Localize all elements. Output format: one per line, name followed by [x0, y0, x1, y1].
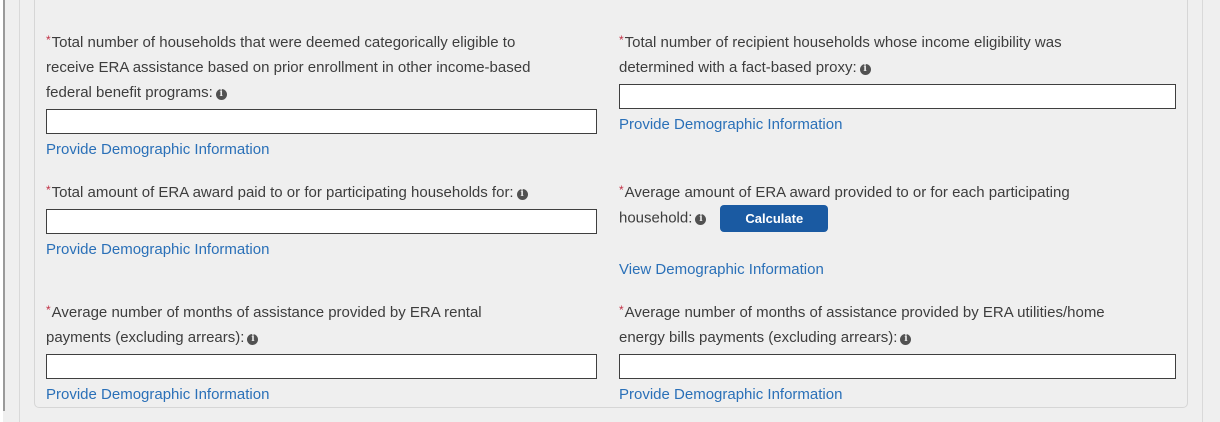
info-icon[interactable]: i: [900, 334, 912, 345]
field-label-text: Average number of months of assistance p…: [619, 304, 1105, 346]
fact-based-proxy-households-input[interactable]: [619, 84, 1176, 109]
info-icon[interactable]: i: [516, 189, 528, 200]
field-avg-months-utilities-assistance: *Average number of months of assistance …: [619, 298, 1176, 404]
page-left-edge: [0, 0, 3, 422]
required-marker: *: [46, 33, 51, 47]
form-fields-grid: *Total number of households that were de…: [46, 28, 1176, 404]
calculate-button[interactable]: Calculate: [720, 205, 829, 232]
left-light-divider: [19, 0, 20, 422]
provide-demographic-information-link[interactable]: Provide Demographic Information: [46, 141, 270, 158]
field-categorically-eligible-households: *Total number of households that were de…: [46, 28, 597, 178]
field-fact-based-proxy-households: *Total number of recipient households wh…: [619, 28, 1176, 178]
info-icon[interactable]: i: [859, 64, 871, 75]
required-marker: *: [619, 183, 624, 197]
field-label-text: Total number of households that were dee…: [46, 34, 531, 101]
required-marker: *: [619, 303, 624, 317]
provide-demographic-information-link[interactable]: Provide Demographic Information: [619, 116, 843, 133]
required-marker: *: [46, 183, 51, 197]
required-marker: *: [619, 33, 624, 47]
left-dark-divider: [3, 0, 5, 411]
field-label: *Average amount of ERA award provided to…: [619, 178, 1139, 232]
field-label-text: Average number of months of assistance p…: [46, 304, 482, 346]
field-total-era-award-amount: *Total amount of ERA award paid to or fo…: [46, 178, 597, 298]
field-label-text: Total number of recipient households who…: [619, 34, 1062, 76]
view-demographic-information-link[interactable]: View Demographic Information: [619, 261, 824, 278]
avg-months-utilities-assistance-input[interactable]: [619, 354, 1176, 379]
field-label: *Total number of households that were de…: [46, 28, 566, 105]
form-panel: [34, 0, 1188, 408]
field-label: *Average number of months of assistance …: [46, 298, 511, 350]
field-label: *Total number of recipient households wh…: [619, 28, 1139, 80]
field-label: *Total amount of ERA award paid to or fo…: [46, 178, 566, 205]
categorically-eligible-households-input[interactable]: [46, 109, 597, 134]
right-light-divider: [1202, 0, 1203, 422]
field-average-era-award-per-household: *Average amount of ERA award provided to…: [619, 178, 1176, 298]
info-icon[interactable]: i: [215, 89, 227, 100]
required-marker: *: [46, 303, 51, 317]
total-era-award-amount-input[interactable]: [46, 209, 597, 234]
field-label-text: Average amount of ERA award provided to …: [619, 184, 1070, 227]
provide-demographic-information-link[interactable]: Provide Demographic Information: [619, 386, 843, 403]
avg-months-rental-assistance-input[interactable]: [46, 354, 597, 379]
info-icon[interactable]: i: [695, 214, 707, 226]
provide-demographic-information-link[interactable]: Provide Demographic Information: [46, 241, 270, 258]
provide-demographic-information-link[interactable]: Provide Demographic Information: [46, 386, 270, 403]
field-avg-months-rental-assistance: *Average number of months of assistance …: [46, 298, 597, 404]
info-icon[interactable]: i: [247, 334, 259, 345]
field-label-text: Total amount of ERA award paid to or for…: [51, 184, 514, 201]
field-label: *Average number of months of assistance …: [619, 298, 1139, 350]
